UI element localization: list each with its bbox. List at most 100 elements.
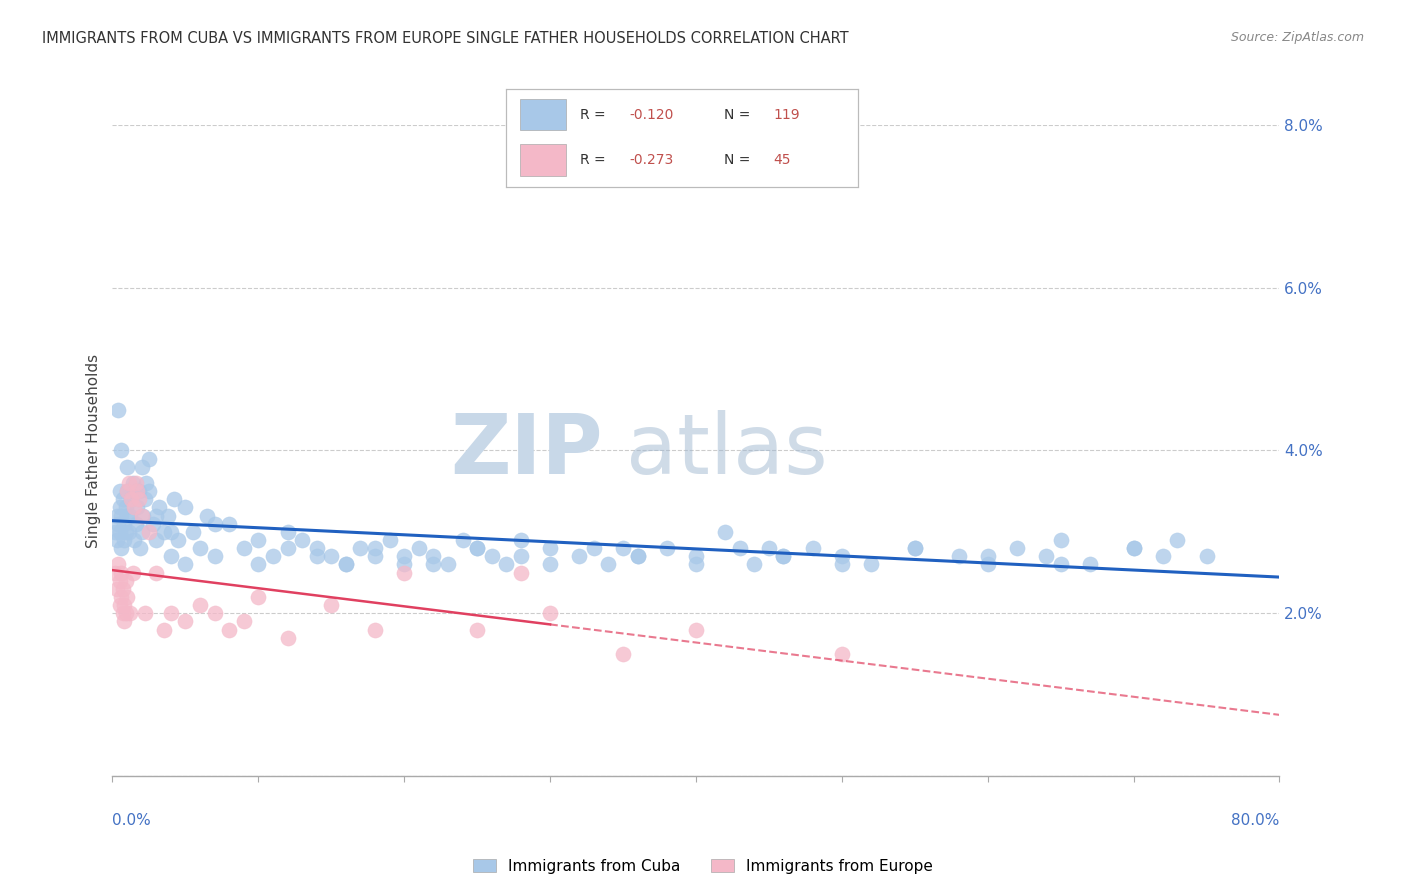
Point: [509, 566, 531, 580]
Point: [108, 524, 131, 539]
Point: [204, 516, 226, 531]
Text: 45: 45: [773, 153, 790, 167]
Point: [174, 615, 197, 629]
Point: [465, 541, 488, 555]
Point: [152, 524, 174, 539]
Point: [110, 508, 132, 523]
Point: [626, 549, 648, 564]
Text: ZIP: ZIP: [450, 410, 603, 491]
Point: [131, 459, 153, 474]
Point: [232, 615, 254, 629]
Text: 0.0%: 0.0%: [112, 814, 152, 828]
Point: [128, 492, 150, 507]
Point: [685, 558, 707, 572]
Point: [128, 484, 150, 499]
Point: [163, 492, 186, 507]
Point: [1035, 549, 1057, 564]
Point: [167, 533, 190, 547]
Point: [135, 476, 157, 491]
Point: [831, 647, 853, 661]
Bar: [520, 145, 565, 176]
Point: [335, 558, 357, 572]
Point: [115, 508, 138, 523]
Point: [110, 443, 132, 458]
Point: [104, 524, 127, 539]
Point: [105, 508, 128, 523]
Point: [582, 541, 605, 555]
Point: [204, 607, 226, 621]
Bar: [520, 99, 565, 130]
Point: [685, 623, 707, 637]
Point: [125, 476, 148, 491]
Point: [904, 541, 927, 555]
Point: [108, 574, 131, 588]
Point: [349, 541, 371, 555]
Text: R =: R =: [579, 108, 610, 121]
Point: [115, 459, 138, 474]
Point: [758, 541, 780, 555]
Point: [134, 492, 156, 507]
Point: [685, 549, 707, 564]
Point: [305, 541, 328, 555]
Point: [160, 524, 183, 539]
Point: [110, 541, 132, 555]
Point: [114, 607, 136, 621]
Point: [422, 558, 444, 572]
Point: [174, 558, 197, 572]
Point: [218, 623, 240, 637]
Legend: Immigrants from Cuba, Immigrants from Europe: Immigrants from Cuba, Immigrants from Eu…: [467, 853, 939, 880]
Point: [127, 484, 149, 499]
Point: [728, 541, 751, 555]
Point: [612, 541, 634, 555]
Point: [152, 623, 174, 637]
Point: [364, 549, 387, 564]
Point: [188, 541, 211, 555]
Point: [626, 549, 648, 564]
Point: [112, 533, 135, 547]
Point: [335, 558, 357, 572]
Text: IMMIGRANTS FROM CUBA VS IMMIGRANTS FROM EUROPE SINGLE FATHER HOUSEHOLDS CORRELAT: IMMIGRANTS FROM CUBA VS IMMIGRANTS FROM …: [42, 31, 849, 46]
Point: [904, 541, 927, 555]
Point: [105, 582, 128, 596]
Point: [218, 516, 240, 531]
Point: [111, 582, 134, 596]
Point: [538, 541, 561, 555]
Point: [110, 566, 132, 580]
Point: [188, 598, 211, 612]
Point: [111, 492, 134, 507]
Point: [138, 484, 160, 499]
Point: [451, 533, 474, 547]
Point: [859, 558, 883, 572]
Point: [122, 476, 145, 491]
Point: [142, 516, 165, 531]
Point: [160, 549, 183, 564]
Point: [831, 558, 853, 572]
Point: [509, 533, 531, 547]
Point: [148, 500, 170, 515]
Point: [495, 558, 517, 572]
Text: Source: ZipAtlas.com: Source: ZipAtlas.com: [1230, 31, 1364, 45]
Point: [107, 402, 129, 417]
Point: [392, 558, 416, 572]
Text: -0.120: -0.120: [630, 108, 673, 121]
Point: [131, 508, 153, 523]
Point: [145, 566, 167, 580]
Point: [118, 508, 141, 523]
Text: atlas: atlas: [626, 410, 828, 491]
Point: [108, 598, 131, 612]
Point: [742, 558, 765, 572]
Point: [125, 516, 148, 531]
Point: [801, 541, 824, 555]
Point: [124, 500, 146, 515]
Point: [1166, 533, 1188, 547]
Point: [104, 566, 127, 580]
Point: [120, 492, 142, 507]
Point: [115, 484, 138, 499]
Point: [276, 524, 298, 539]
Point: [131, 524, 153, 539]
Point: [568, 549, 591, 564]
Y-axis label: Single Father Households: Single Father Households: [86, 353, 101, 548]
Point: [1152, 549, 1174, 564]
Point: [422, 549, 444, 564]
Point: [976, 558, 998, 572]
